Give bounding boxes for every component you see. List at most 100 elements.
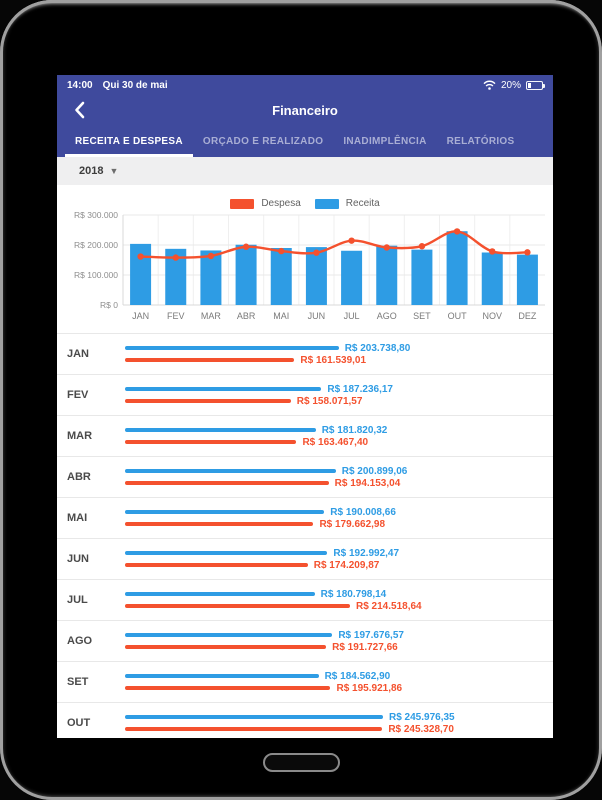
receita-value: R$ 192.992,47 [333, 547, 400, 559]
tab-inadimplência[interactable]: INADIMPLÊNCIA [343, 135, 427, 147]
receita-bar-line: R$ 180.798,14 [125, 589, 553, 600]
month-row-fev[interactable]: FEV R$ 187.236,17 R$ 158.071,57 [57, 374, 553, 415]
receita-bar-line: R$ 200.899,06 [125, 466, 553, 477]
page-title: Financeiro [272, 102, 338, 118]
month-list: JAN R$ 203.738,80 R$ 161.539,01 FEV R$ 187.2… [57, 333, 553, 738]
legend-label: Receita [345, 198, 380, 209]
legend-item-despesa: Despesa [230, 198, 301, 209]
receita-value: R$ 190.008,66 [330, 506, 396, 518]
receita-bar-line: R$ 181.820,32 [125, 425, 553, 436]
receita-bar [125, 715, 383, 719]
receita-value: R$ 187.236,17 [327, 383, 393, 395]
svg-text:R$ 100.000: R$ 100.000 [74, 270, 118, 280]
despesa-bar [125, 440, 297, 444]
month-label: FEV [67, 389, 89, 401]
screen: 14:00 Qui 30 de mai 20% Financeiro RECEI… [57, 75, 553, 738]
month-row-jun[interactable]: JUN R$ 192.992,47 R$ 174.209,87 [57, 538, 553, 579]
month-bars: R$ 203.738,80 R$ 161.539,01 [125, 343, 553, 366]
receita-bar-line: R$ 190.008,66 [125, 507, 553, 518]
year-dropdown[interactable]: 2018 ▼ [57, 157, 553, 185]
date-label: Qui 30 de mai [102, 79, 168, 91]
legend-swatch [314, 198, 339, 209]
despesa-value: R$ 163.467,40 [302, 436, 369, 448]
battery-percent: 20% [500, 79, 521, 91]
despesa-bar-line: R$ 174.209,87 [125, 560, 553, 571]
tab-relatórios[interactable]: RELATÓRIOS [446, 135, 515, 147]
status-bar: 14:00 Qui 30 de mai 20% [57, 75, 553, 95]
month-bars: R$ 184.562,90 R$ 195.921,86 [125, 671, 553, 694]
month-bars: R$ 190.008,66 R$ 179.662,98 [125, 507, 553, 530]
despesa-value: R$ 174.209,87 [313, 559, 380, 571]
month-row-ago[interactable]: AGO R$ 197.676,57 R$ 191.727,66 [57, 620, 553, 661]
month-label: JUN [67, 553, 90, 565]
despesa-value: R$ 245.328,70 [388, 723, 454, 735]
receita-bar-line: R$ 187.236,17 [125, 384, 553, 395]
month-bars: R$ 197.676,57 R$ 191.727,66 [125, 630, 553, 653]
month-bars: R$ 192.992,47 R$ 174.209,87 [125, 548, 553, 571]
wifi-icon [483, 80, 496, 90]
month-row-out[interactable]: OUT R$ 245.976,35 R$ 245.328,70 [57, 702, 553, 738]
tab-receita-e-despesa[interactable]: RECEITA E DESPESA [65, 125, 193, 157]
month-row-abr[interactable]: ABR R$ 200.899,06 R$ 194.153,04 [57, 456, 553, 497]
receita-value: R$ 180.798,14 [320, 588, 387, 600]
clock: 14:00 [67, 79, 93, 91]
month-bars: R$ 180.798,14 R$ 214.518,64 [125, 589, 553, 612]
despesa-bar [125, 563, 308, 567]
despesa-value: R$ 195.921,86 [336, 682, 403, 694]
tab-orçado-e-realizado[interactable]: ORÇADO E REALIZADO [202, 135, 324, 147]
month-bars: R$ 245.976,35 R$ 245.328,70 [125, 712, 553, 735]
month-row-mai[interactable]: MAI R$ 190.008,66 R$ 179.662,98 [57, 497, 553, 538]
legend-label: Despesa [261, 198, 301, 209]
receita-bar [125, 387, 322, 391]
month-bars: R$ 187.236,17 R$ 158.071,57 [125, 384, 553, 407]
despesa-bar-line: R$ 179.662,98 [125, 519, 553, 530]
nav-bar: Financeiro [57, 95, 553, 125]
month-label: MAR [67, 430, 93, 442]
receita-bar [125, 674, 319, 678]
svg-text:JAN: JAN [132, 311, 149, 321]
svg-text:MAI: MAI [273, 311, 289, 321]
despesa-bar-line: R$ 245.328,70 [125, 724, 553, 735]
month-row-mar[interactable]: MAR R$ 181.820,32 R$ 163.467,40 [57, 415, 553, 456]
chart-section: Despesa Receita R$ 300.000 R$ 200.000 R$ 10… [57, 185, 553, 333]
month-label: SET [67, 676, 89, 688]
svg-text:R$ 0: R$ 0 [100, 300, 118, 310]
month-label: JAN [67, 348, 90, 360]
svg-text:ABR: ABR [237, 311, 256, 321]
month-row-set[interactable]: SET R$ 184.562,90 R$ 195.921,86 [57, 661, 553, 702]
back-button[interactable] [65, 95, 93, 125]
receita-bar [125, 510, 325, 514]
despesa-value: R$ 179.662,98 [319, 518, 386, 530]
despesa-value: R$ 191.727,66 [332, 641, 398, 653]
month-label: JUL [67, 594, 88, 606]
despesa-bar [125, 481, 329, 485]
svg-text:DEZ: DEZ [518, 311, 537, 321]
month-bars: R$ 181.820,32 R$ 163.467,40 [125, 425, 553, 448]
despesa-value: R$ 194.153,04 [334, 477, 401, 489]
despesa-bar [125, 604, 350, 608]
despesa-bar [125, 399, 291, 403]
despesa-bar-line: R$ 158.071,57 [125, 396, 553, 407]
receita-value: R$ 245.976,35 [389, 711, 455, 723]
despesa-value: R$ 214.518,64 [356, 600, 422, 612]
month-label: MAI [67, 512, 88, 524]
receita-bar [125, 469, 336, 473]
receita-value: R$ 181.820,32 [321, 424, 388, 436]
receita-value: R$ 200.899,06 [341, 465, 408, 477]
month-row-jan[interactable]: JAN R$ 203.738,80 R$ 161.539,01 [57, 333, 553, 374]
tab-bar: RECEITA E DESPESA ORÇADO E REALIZADO INADI… [57, 125, 553, 157]
receita-bar [125, 633, 333, 637]
receita-value: R$ 203.738,80 [344, 342, 411, 354]
month-row-jul[interactable]: JUL R$ 180.798,14 R$ 214.518,64 [57, 579, 553, 620]
legend-item-receita: Receita [314, 198, 380, 209]
despesa-bar [125, 522, 314, 526]
receita-bar [125, 428, 316, 432]
receita-bar [125, 346, 339, 350]
home-button[interactable] [263, 753, 340, 772]
svg-text:JUN: JUN [308, 311, 326, 321]
receita-bar-line: R$ 203.738,80 [125, 343, 553, 354]
svg-text:NOV: NOV [482, 311, 502, 321]
despesa-bar-line: R$ 194.153,04 [125, 478, 553, 489]
receita-bar-line: R$ 197.676,57 [125, 630, 553, 641]
